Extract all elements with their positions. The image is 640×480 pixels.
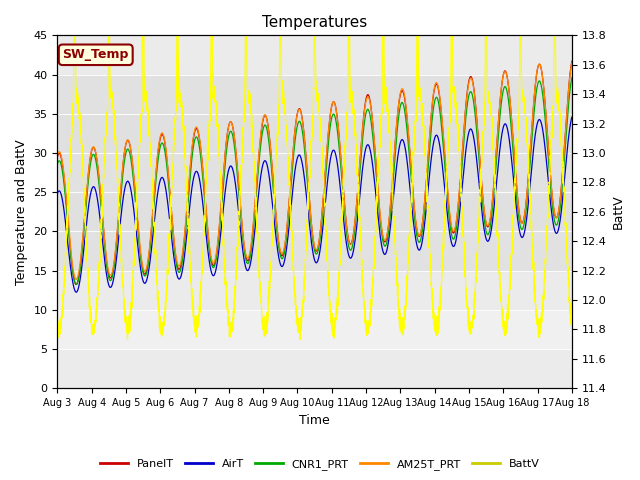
Legend: PanelT, AirT, CNR1_PRT, AM25T_PRT, BattV: PanelT, AirT, CNR1_PRT, AM25T_PRT, BattV xyxy=(96,455,544,474)
Title: Temperatures: Temperatures xyxy=(262,15,367,30)
X-axis label: Time: Time xyxy=(300,414,330,427)
Bar xyxy=(58,114,572,153)
Bar xyxy=(58,36,572,74)
Bar xyxy=(58,349,572,388)
Y-axis label: BattV: BattV xyxy=(612,194,625,229)
Y-axis label: Temperature and BattV: Temperature and BattV xyxy=(15,139,28,285)
Bar xyxy=(58,271,572,310)
Bar xyxy=(58,74,572,271)
Text: SW_Temp: SW_Temp xyxy=(63,48,129,61)
Bar xyxy=(58,192,572,231)
